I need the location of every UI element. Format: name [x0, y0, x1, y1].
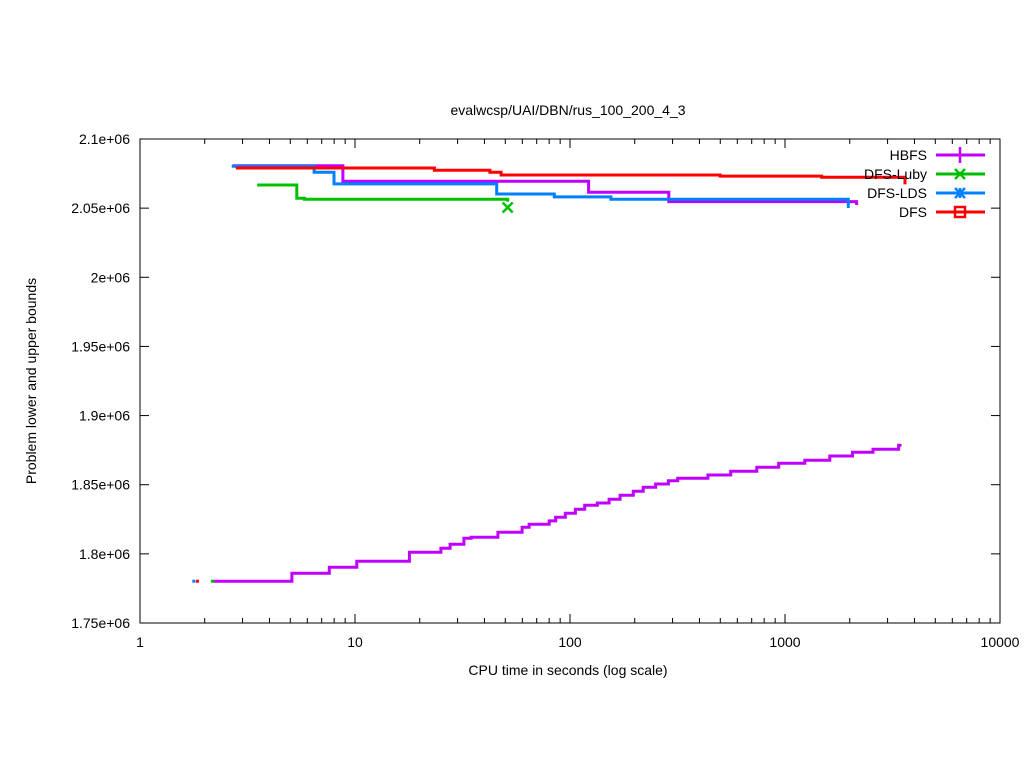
upper-bound-line: [232, 164, 859, 205]
upper-bound-line: [235, 166, 907, 185]
upper-bound-line: [231, 164, 850, 208]
series-dfs: [195, 166, 907, 583]
y-tick-label: 2e+06: [91, 269, 131, 285]
plot-area: [192, 164, 907, 583]
series-dfs-lds: [192, 164, 850, 583]
y-tick-label: 1.95e+06: [71, 338, 130, 354]
y-tick-label: 1.8e+06: [79, 546, 130, 562]
lower-bound-point: [192, 579, 196, 583]
x-tick-label: 100: [558, 634, 582, 650]
legend-item: DFS-Luby: [864, 166, 985, 182]
legend-marker: [954, 168, 966, 180]
end-marker: [501, 201, 514, 214]
chart-title: evalwcsp/UAI/DBN/rus_100_200_4_3: [450, 102, 685, 118]
y-axis-label: Problem lower and upper bounds: [23, 278, 39, 484]
y-tick-label: 1.75e+06: [71, 615, 130, 631]
lower-bound-point: [195, 579, 199, 583]
lower-bound-point: [210, 579, 214, 583]
series-hbfs: [213, 164, 902, 583]
series-dfs-luby: [210, 183, 514, 583]
upper-bound-line: [257, 183, 510, 202]
axes: 1.75e+06 1.8e+06 1.85e+06 1.9e+06 1.95e+06 2e…: [71, 131, 1019, 650]
y-tick-label: 2.1e+06: [79, 131, 130, 147]
legend-marker: [954, 187, 966, 199]
legend-item: DFS-LDS: [867, 185, 985, 201]
legend-label: DFS-Luby: [864, 166, 927, 182]
legend-label: DFS: [899, 204, 927, 220]
x-tick-label: 10000: [981, 634, 1020, 650]
lower-bound-line: [213, 443, 902, 583]
legend-item: DFS: [899, 204, 985, 220]
y-tick-label: 1.9e+06: [79, 408, 130, 424]
x-tick-label: 10: [347, 634, 363, 650]
legend-marker: [955, 147, 965, 163]
y-tick-label: 2.05e+06: [71, 200, 130, 216]
legend-item: HBFS: [890, 147, 985, 163]
plot-border: [139, 138, 1001, 624]
legend: HBFS DFS-Luby DFS-LDS DFS: [864, 147, 985, 220]
y-tick-label: 1.85e+06: [71, 477, 130, 493]
x-axis-label: CPU time in seconds (log scale): [468, 662, 667, 678]
legend-label: HBFS: [890, 147, 927, 163]
x-tick-label: 1: [136, 634, 144, 650]
x-tick-label: 1000: [769, 634, 800, 650]
legend-label: DFS-LDS: [867, 185, 927, 201]
legend-marker: [953, 205, 967, 219]
